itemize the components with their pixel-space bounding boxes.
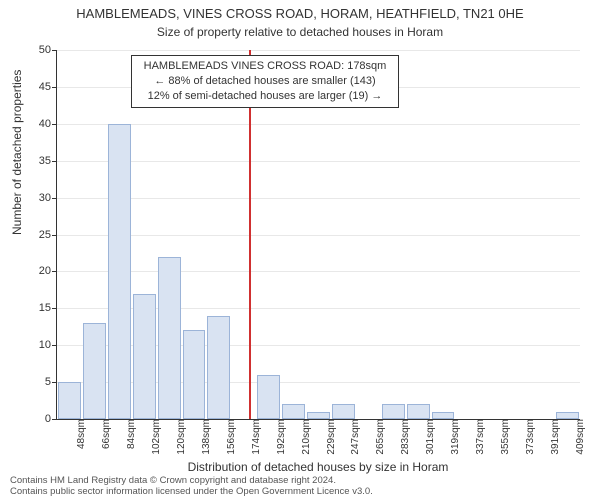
x-tick-label: 247sqm xyxy=(346,419,361,455)
histogram-bar xyxy=(332,404,355,419)
y-axis-label: Number of detached properties xyxy=(10,70,24,235)
grid-line xyxy=(57,124,580,125)
x-tick-label: 355sqm xyxy=(496,419,511,455)
histogram-bar xyxy=(158,257,181,419)
footer-attribution: Contains HM Land Registry data © Crown c… xyxy=(10,476,373,498)
annotation-line1: HAMBLEMEADS VINES CROSS ROAD: 178sqm xyxy=(138,59,392,74)
histogram-bar xyxy=(58,382,81,419)
x-axis-label: Distribution of detached houses by size … xyxy=(56,460,580,474)
x-tick-label: 84sqm xyxy=(122,419,137,449)
y-tick-label: 5 xyxy=(25,376,57,388)
footer-line2: Contains public sector information licen… xyxy=(10,487,373,498)
histogram-bar xyxy=(307,412,330,419)
y-tick-label: 40 xyxy=(25,118,57,130)
x-tick-label: 283sqm xyxy=(396,419,411,455)
x-tick-label: 373sqm xyxy=(521,419,536,455)
x-tick-label: 138sqm xyxy=(197,419,212,455)
grid-line xyxy=(57,161,580,162)
x-tick-label: 265sqm xyxy=(371,419,386,455)
x-tick-label: 391sqm xyxy=(546,419,561,455)
x-tick-label: 192sqm xyxy=(272,419,287,455)
histogram-bar xyxy=(407,404,430,419)
x-tick-label: 319sqm xyxy=(446,419,461,455)
chart-subtitle: Size of property relative to detached ho… xyxy=(0,23,600,39)
annotation-line3: 12% of semi-detached houses are larger (… xyxy=(138,89,392,104)
x-tick-label: 102sqm xyxy=(147,419,162,455)
x-tick-label: 210sqm xyxy=(297,419,312,455)
annotation-box: HAMBLEMEADS VINES CROSS ROAD: 178sqm ← 8… xyxy=(131,55,399,108)
y-tick-label: 0 xyxy=(25,413,57,425)
y-tick-label: 30 xyxy=(25,192,57,204)
histogram-bar xyxy=(207,316,230,419)
x-tick-label: 48sqm xyxy=(72,419,87,449)
x-tick-label: 409sqm xyxy=(571,419,586,455)
grid-line xyxy=(57,271,580,272)
histogram-bar xyxy=(83,323,106,419)
annotation-line2: ← 88% of detached houses are smaller (14… xyxy=(138,74,392,89)
x-tick-label: 66sqm xyxy=(97,419,112,449)
y-tick-label: 45 xyxy=(25,81,57,93)
histogram-bar xyxy=(183,330,206,419)
x-tick-label: 337sqm xyxy=(471,419,486,455)
histogram-bar xyxy=(556,412,579,419)
y-tick-label: 35 xyxy=(25,155,57,167)
x-tick-label: 120sqm xyxy=(172,419,187,455)
histogram-bar xyxy=(382,404,405,419)
histogram-bar xyxy=(282,404,305,419)
grid-line xyxy=(57,50,580,51)
plot-area: 0510152025303540455048sqm66sqm84sqm102sq… xyxy=(56,50,580,420)
histogram-bar xyxy=(133,294,156,419)
chart-title: HAMBLEMEADS, VINES CROSS ROAD, HORAM, HE… xyxy=(0,0,600,23)
grid-line xyxy=(57,198,580,199)
y-tick-label: 20 xyxy=(25,265,57,277)
histogram-bar xyxy=(257,375,280,419)
histogram-bar xyxy=(108,124,131,419)
grid-line xyxy=(57,235,580,236)
y-tick-label: 50 xyxy=(25,44,57,56)
histogram-bar xyxy=(432,412,455,419)
x-tick-label: 301sqm xyxy=(421,419,436,455)
x-tick-label: 174sqm xyxy=(247,419,262,455)
x-tick-label: 229sqm xyxy=(322,419,337,455)
y-tick-label: 15 xyxy=(25,302,57,314)
x-tick-label: 156sqm xyxy=(222,419,237,455)
y-tick-label: 25 xyxy=(25,229,57,241)
y-tick-label: 10 xyxy=(25,339,57,351)
